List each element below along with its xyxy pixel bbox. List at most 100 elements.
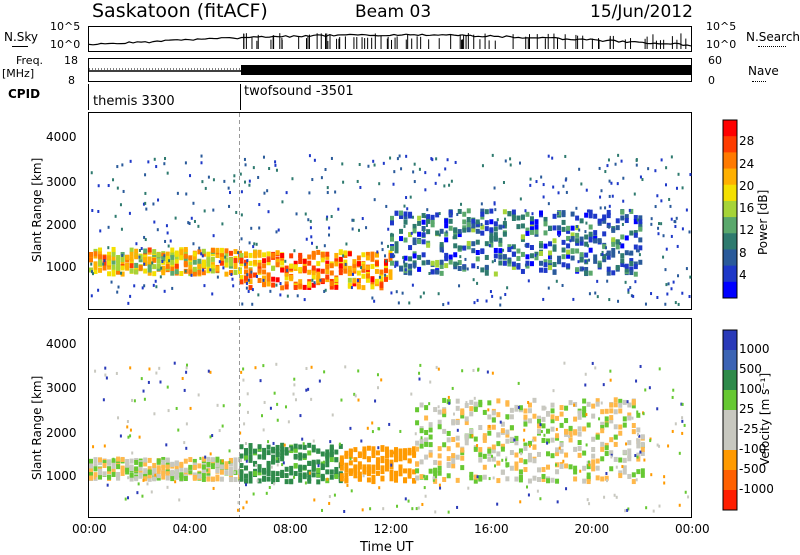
velocity-cell xyxy=(460,413,465,419)
velocity-cell xyxy=(289,470,294,476)
power-cell xyxy=(274,160,277,164)
velocity-cell xyxy=(248,478,253,484)
power-cell xyxy=(385,259,388,263)
power-cell xyxy=(504,159,507,163)
power-cell xyxy=(98,251,103,257)
power-cell xyxy=(129,294,132,298)
velocity-cell xyxy=(622,449,627,455)
velocity-cell xyxy=(490,454,493,458)
power-cell xyxy=(403,211,408,217)
power-cell xyxy=(611,194,614,198)
colorbar-segment xyxy=(723,152,737,170)
velocity-cell xyxy=(398,448,403,454)
velocity-cell xyxy=(262,469,267,475)
velocity-cell xyxy=(496,478,501,484)
power-cell xyxy=(378,182,381,186)
velocity-cell xyxy=(455,442,460,448)
power-cell xyxy=(202,268,205,272)
power-cell xyxy=(570,225,575,231)
power-cell xyxy=(547,286,550,290)
power-cell xyxy=(229,191,232,195)
power-cell xyxy=(606,254,611,260)
power-cell xyxy=(588,224,593,230)
power-cell xyxy=(502,209,507,215)
power-cell xyxy=(525,260,530,266)
velocity-cell xyxy=(380,476,385,482)
power-cell xyxy=(480,208,485,214)
velocity-ylabel: Slant Range [km] xyxy=(30,375,44,480)
freq-unit-label: [MHz] xyxy=(2,67,35,80)
velocity-cell xyxy=(499,420,502,424)
velocity-cell xyxy=(245,459,248,463)
power-cell xyxy=(198,246,201,250)
power-cell xyxy=(665,283,668,287)
power-cell xyxy=(525,263,530,269)
velocity-cell xyxy=(257,444,262,450)
velocity-cell xyxy=(343,509,346,513)
velocity-cell xyxy=(325,462,330,468)
velocity-cell xyxy=(166,385,169,389)
power-cell xyxy=(520,251,525,257)
power-cell xyxy=(239,275,244,281)
power-cell xyxy=(438,212,441,216)
power-cell xyxy=(159,275,162,279)
velocity-cell xyxy=(106,483,109,487)
velocity-cell xyxy=(618,457,623,463)
power-cell xyxy=(667,282,670,286)
velocity-cell xyxy=(307,460,312,466)
velocity-cell xyxy=(618,424,623,430)
velocity-cell xyxy=(265,491,268,495)
power-cell xyxy=(298,254,303,260)
velocity-cell xyxy=(636,410,639,414)
velocity-cell xyxy=(627,412,632,418)
power-cell xyxy=(161,252,166,258)
velocity-cell xyxy=(613,493,616,497)
velocity-cell xyxy=(518,457,523,463)
cpid-entry-2: twofsound -3501 xyxy=(244,84,354,99)
velocity-cell xyxy=(582,398,587,404)
power-cell xyxy=(480,224,485,230)
power-cell xyxy=(656,295,659,299)
velocity-cell xyxy=(635,379,638,383)
velocity-cell xyxy=(613,402,618,408)
colorbar-tick-label: 16 xyxy=(739,201,755,215)
velocity-cell xyxy=(173,361,176,365)
power-cell xyxy=(638,215,643,221)
power-cell xyxy=(329,281,334,287)
velocity-cell xyxy=(541,473,546,479)
velocity-cell xyxy=(221,459,224,463)
power-cell xyxy=(608,225,611,229)
power-cell xyxy=(606,225,609,229)
power-cell xyxy=(200,154,203,158)
power-cell xyxy=(103,259,106,263)
power-cell xyxy=(116,269,121,275)
power-cell xyxy=(557,230,562,236)
velocity-cell xyxy=(509,414,514,420)
velocity-cell xyxy=(161,459,166,465)
power-cell xyxy=(218,260,221,264)
power-cell xyxy=(675,216,678,220)
power-cell xyxy=(529,223,534,229)
power-cell xyxy=(227,186,230,190)
velocity-cell xyxy=(311,444,316,450)
velocity-cell xyxy=(541,476,546,482)
velocity-cell xyxy=(442,477,447,483)
velocity-cell xyxy=(395,471,398,475)
power-cell xyxy=(185,192,188,196)
velocity-cell xyxy=(536,423,541,429)
velocity-cell xyxy=(559,463,564,469)
velocity-cell xyxy=(93,466,98,472)
velocity-cell xyxy=(138,469,143,475)
power-cell xyxy=(390,245,394,251)
power-cell xyxy=(284,284,289,290)
velocity-cell xyxy=(622,465,627,471)
power-cell xyxy=(478,230,481,234)
velocity-cell xyxy=(604,416,609,422)
velocity-cell xyxy=(93,463,98,469)
nsearch-tick-low: 10^0 xyxy=(706,38,737,51)
velocity-cell xyxy=(442,397,447,403)
velocity-cell xyxy=(248,471,253,477)
velocity-cell xyxy=(586,479,591,485)
power-cell xyxy=(179,251,184,257)
power-cell xyxy=(330,156,333,160)
